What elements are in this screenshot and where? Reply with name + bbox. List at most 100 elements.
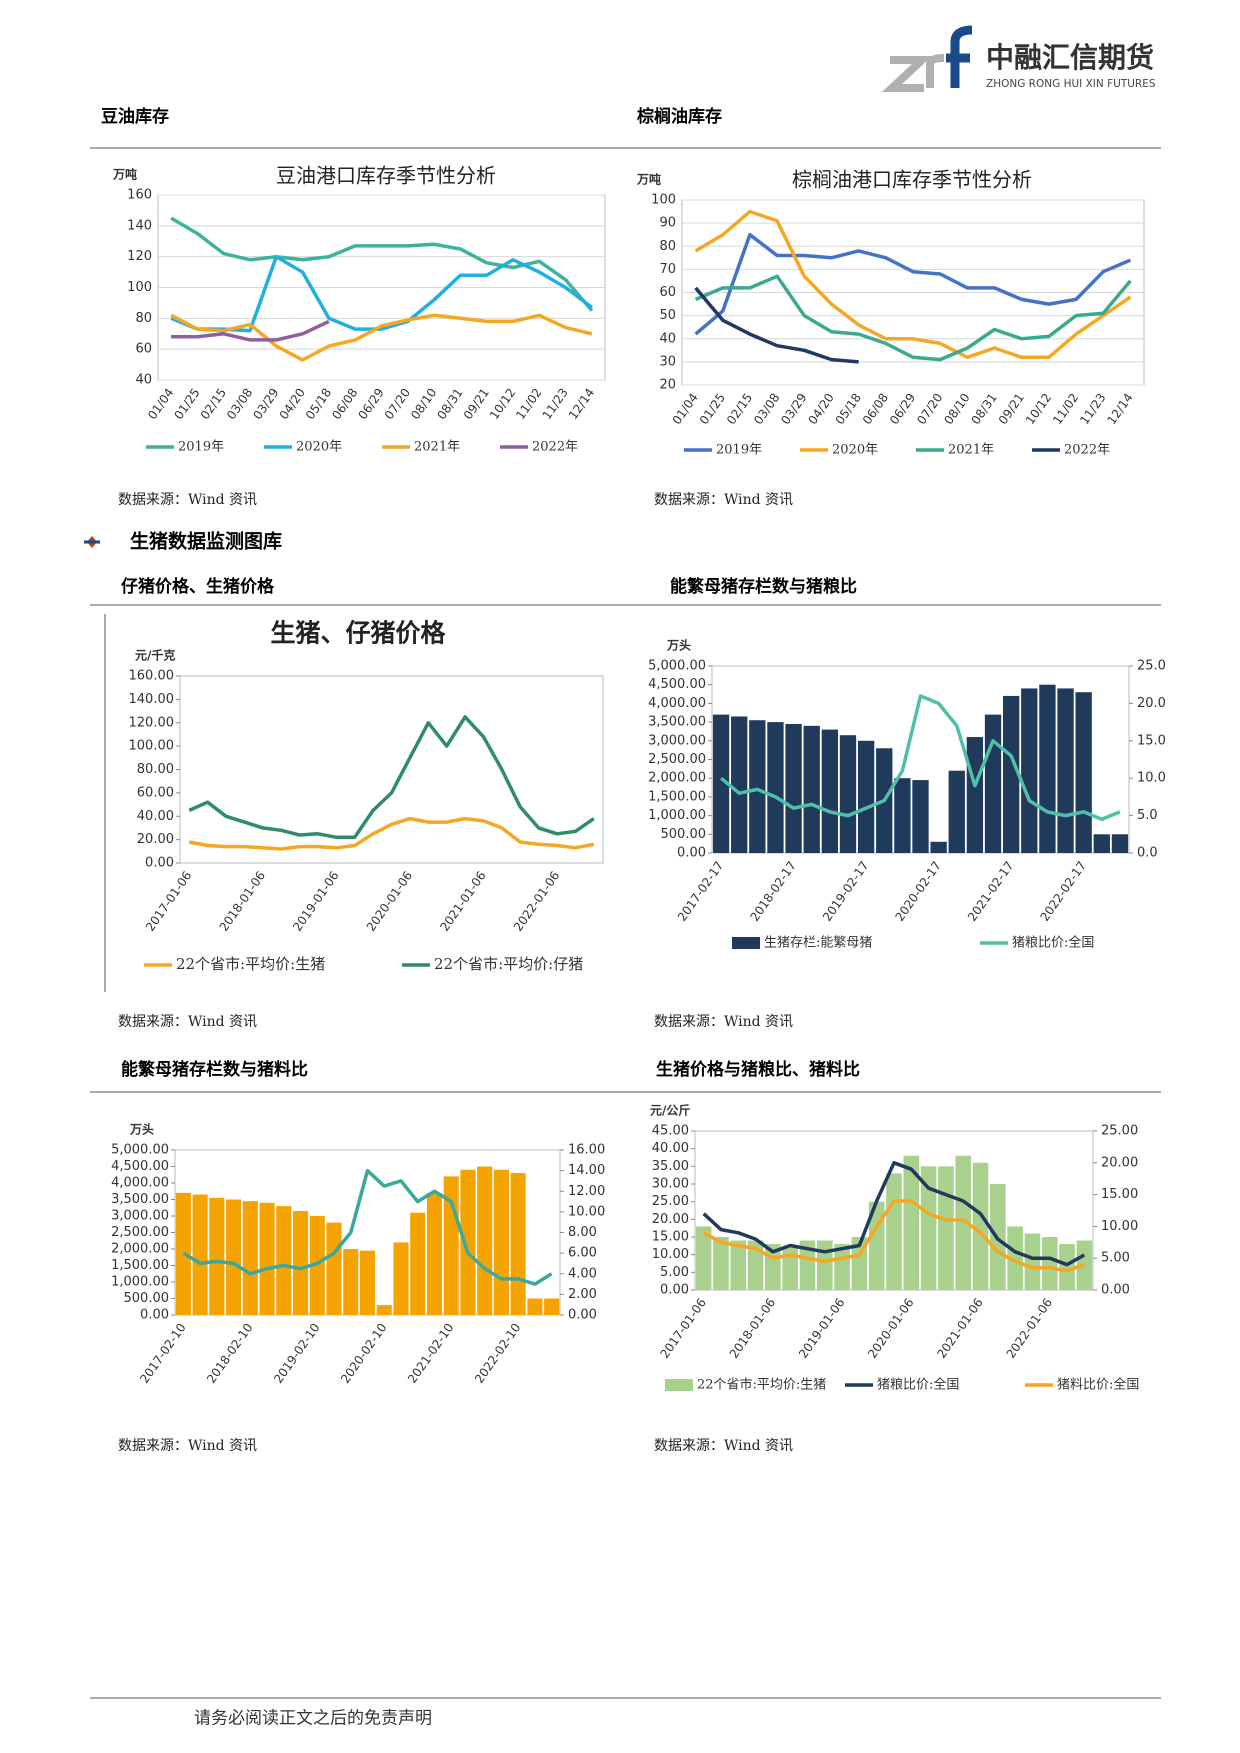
bar [903,1155,920,1290]
x-tick-label: 2017-02-10 [137,1321,188,1386]
y-tick-label: 4,000.00 [111,1176,169,1191]
x-tick-label: 03/08 [224,386,255,422]
bar [343,1249,359,1315]
y2-tick-label: 15.0 [1137,733,1166,748]
bar [834,1244,850,1290]
bar [192,1194,208,1315]
bar [359,1250,376,1315]
y-tick-label: 3,000.00 [111,1209,169,1224]
y-tick-label: 30.00 [652,1177,689,1192]
y2-tick-label: 10.0 [1137,771,1166,786]
logo: 中融汇信期货 ZHONG RONG HUI XIN FUTURES [881,25,1156,92]
bar [731,716,748,853]
bar [309,1216,325,1315]
bar [426,1192,442,1315]
x-tick-label: 11/02 [513,386,544,422]
y-tick-label: 80 [659,239,676,254]
line-series [719,694,1121,822]
y-tick-label: 3,500.00 [648,715,706,730]
line-series [170,216,594,312]
bar [527,1298,543,1315]
y-tick-label: 100 [127,280,152,295]
y-tick-label: 20 [659,378,676,393]
y-tick-label: 40.00 [137,809,174,824]
bar [972,1162,989,1290]
x-tick-label: 03/29 [778,391,809,427]
y2-tick-label: 0.00 [568,1308,597,1323]
y-tick-label: 3,000.00 [648,733,706,748]
y-tick-label: 2,000.00 [648,771,706,786]
chart-title: 棕榈油港口库存季节性分析 [792,168,1032,192]
legend-label: 2022年 [532,440,578,455]
x-tick-label: 2019-02-10 [271,1321,322,1386]
legend-label: 2022年 [1064,443,1110,458]
y-tick-label: 500.00 [661,827,707,842]
bar [1024,1233,1041,1290]
bar [816,1240,833,1290]
x-tick-label: 2019-02-17 [820,859,871,924]
x-tick-label: 08/31 [434,386,465,422]
x-tick-label: 11/02 [1050,391,1081,427]
bar [803,725,820,853]
y2-tick-label: 10.00 [1101,1219,1138,1234]
panel-heading: 能繁母猪存栏数与猪粮比 [670,576,857,597]
x-tick-label: 01/25 [171,386,202,422]
bar [293,1211,309,1315]
bar [544,1298,560,1315]
logo-sub: ZHONG RONG HUI XIN FUTURES [986,78,1156,90]
y-axis-label: 万头 [666,638,691,653]
bar [730,1240,747,1290]
x-tick-label: 2021-02-10 [405,1321,456,1386]
x-tick-label: 05/18 [303,386,334,422]
legend-label: 2019年 [178,440,224,455]
x-tick-label: 06/29 [356,386,387,422]
bar [276,1206,292,1315]
y-tick-label: 45.00 [652,1124,689,1139]
line-series [188,816,595,851]
y-tick-label: 2,500.00 [111,1225,169,1240]
y-tick-label: 40 [659,331,676,346]
bar [1039,684,1056,853]
bar [1021,688,1038,853]
legend-label: 22个省市:平均价:仔猪 [434,955,583,973]
bar [1002,695,1020,853]
y2-tick-label: 5.00 [1101,1251,1130,1266]
y-tick-label: 100 [651,193,676,208]
x-tick-label: 2019-01-06 [290,869,341,934]
chart-title: 生猪、仔猪价格 [270,619,446,648]
legend-label: 猪粮比价:全国 [1012,935,1094,951]
line-series [170,313,593,362]
legend-label: 22个省市:平均价:生猪 [176,955,325,973]
x-tick-label: 2021-01-06 [934,1296,985,1361]
y2-tick-label: 25.00 [1101,1124,1138,1139]
line-series [694,274,1132,362]
x-tick-label: 09/21 [996,391,1027,427]
y-tick-label: 40.00 [652,1141,689,1156]
y-tick-label: 20.00 [652,1212,689,1227]
line-series [182,1168,553,1286]
y-axis-label: 万吨 [636,172,661,187]
footer: 请务必阅读正文之后的免责声明 [194,1709,432,1729]
y-tick-label: 0.00 [140,1308,169,1323]
y-tick-label: 140.00 [129,692,175,707]
x-tick-label: 07/20 [382,386,413,422]
y-tick-label: 1,000.00 [111,1275,169,1290]
x-tick-label: 02/15 [724,391,755,427]
y-tick-label: 25.00 [652,1194,689,1209]
y-tick-label: 1,000.00 [648,808,706,823]
y-tick-label: 1,500.00 [648,789,706,804]
bar [493,1169,509,1315]
y2-tick-label: 5.0 [1137,808,1158,823]
y-tick-label: 80 [135,311,152,326]
y-tick-label: 1,500.00 [111,1258,169,1273]
panel-heading: 棕榈油库存 [637,106,722,127]
y2-tick-label: 14.00 [568,1163,605,1178]
panel-heading: 能繁母猪存栏数与猪料比 [121,1059,308,1080]
y-tick-label: 60 [659,285,676,300]
bar [984,714,1002,853]
x-tick-label: 2022-02-17 [1038,859,1089,924]
bar [242,1201,258,1315]
bar [1059,1244,1075,1290]
line-series [694,209,1132,360]
